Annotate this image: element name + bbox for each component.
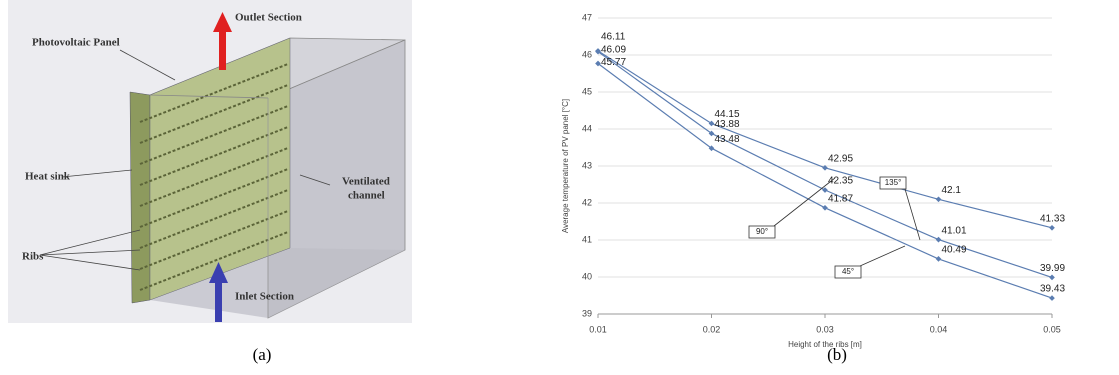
x-tick-label: 0.02 (703, 324, 721, 334)
series-line (597, 63, 1053, 299)
heat-sink-label: Heat sink (25, 171, 71, 183)
caption: (a) (253, 345, 272, 364)
ribs (139, 63, 289, 291)
point (1049, 224, 1055, 231)
x-tick-label: 0.01 (589, 324, 607, 334)
x-tick-label: 0.05 (1043, 324, 1061, 334)
data-label: 39.99 (1040, 263, 1065, 274)
point (708, 120, 715, 127)
point (935, 256, 942, 262)
y-tick-label: 42 (582, 197, 592, 207)
point (708, 145, 715, 152)
caption: (b) (827, 345, 847, 364)
edge (149, 94, 269, 99)
y-tick-label: 41 (582, 234, 592, 244)
y-tick-label: 44 (582, 123, 592, 133)
inlet-label: Inlet Section (235, 291, 294, 303)
x-tick-label: 0.04 (930, 324, 948, 334)
inlet-arrow-shaft (215, 280, 222, 322)
x-tick-label: 0.03 (816, 324, 834, 334)
rib (139, 105, 289, 165)
point (708, 130, 715, 137)
callout-box (748, 225, 776, 239)
x-axis-title: Height of the ribs [m] (788, 340, 862, 349)
point (1049, 274, 1055, 281)
callout-line (904, 188, 921, 241)
point (595, 48, 601, 55)
point (822, 187, 828, 193)
series-name: 90° (756, 227, 768, 236)
point (1049, 295, 1055, 301)
point (595, 60, 601, 67)
y-tick-label: 47 (582, 12, 592, 22)
data-label: 40.49 (942, 245, 967, 256)
series-name: 135° (885, 178, 902, 187)
channel-label: Ventilated (342, 176, 390, 188)
callout-box (834, 265, 862, 279)
channel-label: channel (348, 190, 385, 202)
rib (139, 63, 289, 123)
outlet-arrow-head (213, 12, 232, 32)
point (822, 204, 828, 211)
rib (139, 147, 289, 207)
y-axis-title: Average temperature of PV panel [°C] (561, 99, 570, 233)
data-label: 41.87 (828, 193, 853, 204)
series-line (597, 51, 1053, 278)
panel-face (149, 37, 291, 301)
rib (139, 126, 289, 186)
rib (139, 189, 289, 249)
callout-line (773, 177, 836, 227)
callout-box (879, 176, 907, 190)
data-label: 45.77 (601, 57, 626, 68)
callout-line (859, 245, 906, 267)
y-tick-label: 39 (582, 308, 592, 318)
data-label: 43.88 (715, 119, 740, 130)
panel-label: Photovoltaic Panel (32, 37, 120, 49)
series-name: 45° (842, 267, 854, 276)
y-tick-label: 46 (582, 49, 592, 59)
rib (139, 210, 289, 270)
data-label: 42.1 (942, 185, 962, 196)
leader-lines (39, 49, 331, 271)
data-label: 46.11 (601, 32, 626, 43)
y-tick-label: 40 (582, 271, 592, 281)
data-label: 39.43 (1040, 284, 1065, 295)
point (935, 196, 942, 203)
point (935, 236, 942, 243)
data-label: 43.48 (715, 134, 740, 145)
rib (139, 168, 289, 228)
channel-bottom (150, 248, 405, 318)
series-line (597, 50, 1053, 229)
outlet-arrow-shaft (219, 30, 226, 70)
data-label: 42.35 (828, 176, 853, 187)
rib (139, 231, 289, 291)
data-label: 42.95 (828, 153, 853, 164)
chart: 39 40 41 42 43 44 45 46 47 0.01 0.02 0.03 0.04 0.05 He… (561, 12, 1065, 349)
data-label: 44.15 (715, 109, 740, 120)
data-label: 41.01 (942, 225, 967, 236)
rib (139, 84, 289, 144)
panel-edge (129, 91, 151, 304)
ribs-label: Ribs (22, 251, 44, 263)
point (822, 165, 828, 171)
data-label: 41.33 (1040, 213, 1065, 224)
outlet-label: Outlet Section (235, 12, 302, 24)
data-label: 46.09 (601, 44, 626, 55)
inlet-arrow-head (209, 262, 228, 283)
y-tick-label: 45 (582, 86, 592, 96)
y-tick-label: 43 (582, 160, 592, 170)
